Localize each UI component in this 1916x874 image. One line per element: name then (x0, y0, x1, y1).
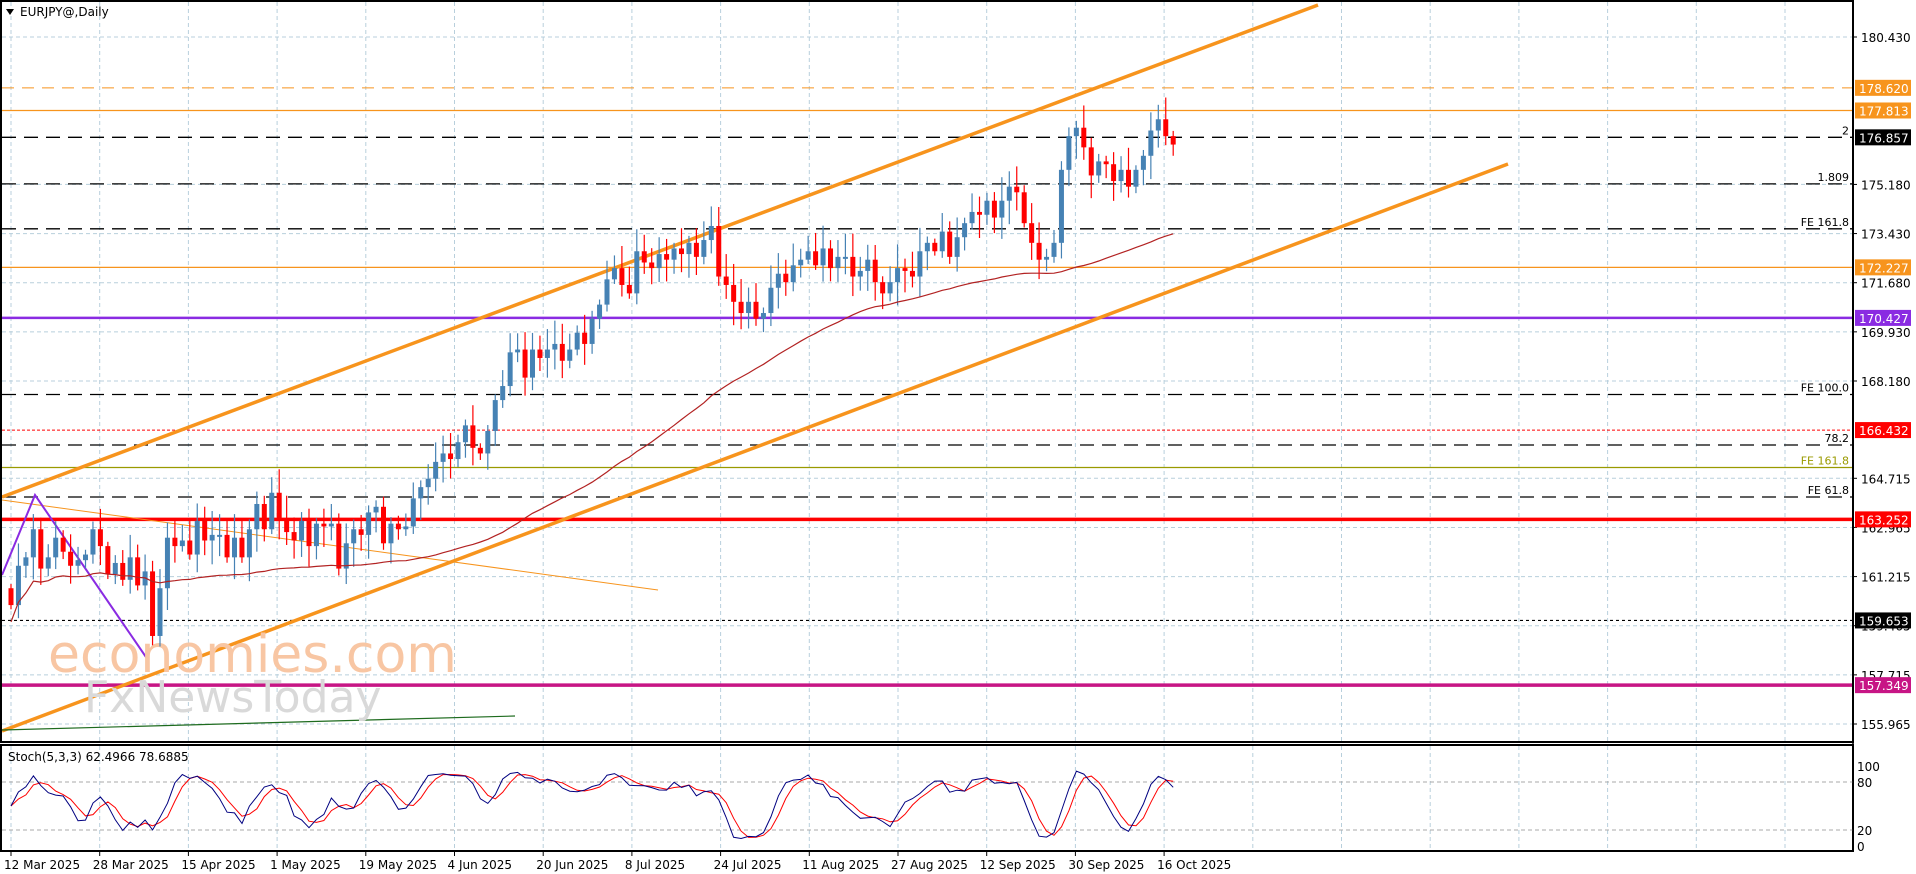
price-tag: 178.620 (1855, 79, 1911, 96)
fib-label: FE 61.8 (1808, 484, 1849, 497)
stoch-panel-border (0, 744, 1854, 852)
watermark-line2: FxNewsToday (84, 672, 382, 723)
price-tag: 176.857 (1855, 129, 1911, 146)
svg-text:176.857: 176.857 (1859, 131, 1909, 145)
date-label: 28 Mar 2025 (93, 858, 169, 872)
fib-label: 78.2 (1825, 432, 1850, 445)
stochastic-oscillator: 100 80 20 0 (2, 760, 1880, 854)
date-label: 19 May 2025 (359, 858, 437, 872)
date-label: 12 Mar 2025 (4, 858, 80, 872)
price-tick: 169.930 (1861, 326, 1911, 340)
stoch-level: 0 (1857, 840, 1865, 854)
price-tick: 171.680 (1861, 277, 1911, 291)
svg-text:178.620: 178.620 (1859, 82, 1909, 96)
watermark-line1: economies.com (48, 625, 457, 685)
svg-text:166.432: 166.432 (1859, 424, 1909, 438)
price-axis[interactable]: 180.430 175.180 173.430 171.680 169.930 168.1… (1852, 0, 1911, 852)
price-tick: 168.180 (1861, 375, 1911, 389)
svg-text:172.227: 172.227 (1859, 261, 1909, 275)
price-tag: 172.227 (1855, 259, 1911, 276)
dropdown-triangle-icon[interactable] (6, 9, 14, 15)
candlesticks (8, 97, 1176, 647)
fibonacci-labels: 2 1.809 FE 161.8 FE 100.0 78.2 FE 161.8 FE 61.… (1801, 124, 1849, 497)
fib-label: FE 161.8 (1801, 216, 1849, 229)
date-label: 27 Aug 2025 (891, 858, 968, 872)
date-label: 8 Jul 2025 (625, 858, 685, 872)
date-axis[interactable]: 12 Mar 2025 28 Mar 2025 15 Apr 2025 1 May 2… (4, 851, 1231, 872)
date-label: 24 Jul 2025 (714, 858, 782, 872)
price-tag: 159.653 (1855, 612, 1911, 629)
price-tag: 163.252 (1855, 511, 1911, 528)
fib-label: FE 100.0 (1801, 381, 1849, 394)
price-tag: 166.432 (1855, 422, 1911, 439)
chart-title: EURJPY@,Daily (6, 5, 109, 19)
svg-text:170.427: 170.427 (1859, 312, 1909, 326)
stoch-level: 80 (1857, 776, 1872, 790)
fib-label: 1.809 (1818, 171, 1850, 184)
price-tick: 155.965 (1861, 718, 1911, 732)
svg-text:177.813: 177.813 (1859, 104, 1909, 118)
price-tag: 157.349 (1855, 677, 1911, 694)
price-tick: 164.715 (1861, 472, 1911, 486)
trendlines (1, 3, 1509, 733)
date-label: 16 Oct 2025 (1157, 858, 1231, 872)
price-tag: 170.427 (1855, 309, 1911, 326)
stoch-level: 100 (1857, 760, 1880, 774)
date-label: 11 Aug 2025 (802, 858, 879, 872)
date-label: 30 Sep 2025 (1068, 858, 1144, 872)
horizontal-levels (2, 87, 1853, 687)
stoch-label: Stoch(5,3,3) 62.4966 78.6885 (8, 750, 189, 764)
price-tick: 175.180 (1861, 178, 1911, 192)
date-label: 15 Apr 2025 (181, 858, 255, 872)
fib-label: FE 161.8 (1801, 454, 1849, 467)
fib-label: 2 (1842, 124, 1849, 137)
svg-text:157.349: 157.349 (1859, 679, 1909, 693)
watermark: economies.com FxNewsToday (48, 625, 457, 723)
moving-average (10, 233, 1174, 623)
date-label: 1 May 2025 (270, 858, 341, 872)
date-label: 4 Jun 2025 (448, 858, 513, 872)
stoch-level: 20 (1857, 824, 1872, 838)
date-label: 20 Jun 2025 (536, 858, 608, 872)
svg-text:163.252: 163.252 (1859, 513, 1909, 527)
date-label: 12 Sep 2025 (980, 858, 1056, 872)
price-tick: 161.215 (1861, 571, 1911, 585)
symbol-title: EURJPY@,Daily (20, 5, 109, 19)
price-tick: 173.430 (1861, 228, 1911, 242)
price-tick: 180.430 (1861, 31, 1911, 45)
price-tag: 177.813 (1855, 102, 1911, 119)
svg-text:159.653: 159.653 (1859, 614, 1909, 628)
